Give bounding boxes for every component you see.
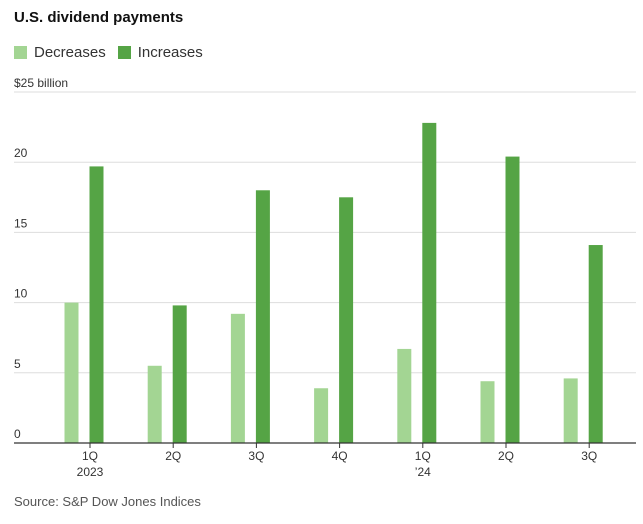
x-tick-label-6: 2Q bbox=[498, 449, 514, 463]
bar-decreases-6 bbox=[480, 381, 495, 443]
legend-label-decreases: Decreases bbox=[34, 44, 106, 61]
bar-decreases-4 bbox=[314, 388, 329, 443]
bar-increases-7 bbox=[588, 245, 603, 443]
x-tick-label-1: 1Q bbox=[82, 449, 98, 463]
y-tick-label-4: 20 bbox=[14, 146, 28, 160]
x-tick-sublabel-5: ’24 bbox=[415, 465, 431, 479]
bar-increases-4 bbox=[339, 197, 354, 443]
chart-source: Source: S&P Dow Jones Indices bbox=[14, 494, 201, 509]
bar-decreases-5 bbox=[397, 348, 412, 443]
chart-legend: Decreases Increases bbox=[14, 44, 215, 61]
bar-decreases-1 bbox=[64, 302, 79, 443]
legend-swatch-increases bbox=[117, 46, 131, 59]
bar-increases-3 bbox=[255, 190, 270, 443]
bar-decreases-2 bbox=[147, 365, 162, 443]
bar-decreases-3 bbox=[230, 313, 245, 443]
legend-label-increases: Increases bbox=[137, 44, 203, 61]
x-tick-label-5: 1Q bbox=[415, 449, 431, 463]
legend-swatch-decreases bbox=[14, 46, 27, 59]
x-tick-sublabel-1: 2023 bbox=[77, 465, 104, 479]
x-tick-label-2: 2Q bbox=[165, 449, 181, 463]
x-tick-label-3: 3Q bbox=[248, 449, 264, 463]
y-tick-label-2: 10 bbox=[14, 287, 28, 301]
bar-increases-5 bbox=[422, 122, 437, 443]
bar-increases-6 bbox=[505, 156, 520, 444]
y-tick-label-0: 0 bbox=[14, 427, 21, 441]
bar-decreases-7 bbox=[563, 378, 578, 443]
y-tick-label-3: 15 bbox=[14, 216, 28, 230]
y-tick-label-5: $25 billion bbox=[14, 76, 68, 90]
chart-title: U.S. dividend payments bbox=[14, 9, 184, 26]
x-tick-label-7: 3Q bbox=[581, 449, 597, 463]
legend-item-increases: Increases bbox=[117, 44, 203, 61]
bar-increases-2 bbox=[172, 305, 187, 443]
y-tick-label-1: 5 bbox=[14, 357, 21, 371]
x-tick-label-4: 4Q bbox=[332, 449, 348, 463]
bar-increases-1 bbox=[89, 166, 104, 444]
legend-item-decreases: Decreases bbox=[14, 44, 106, 61]
